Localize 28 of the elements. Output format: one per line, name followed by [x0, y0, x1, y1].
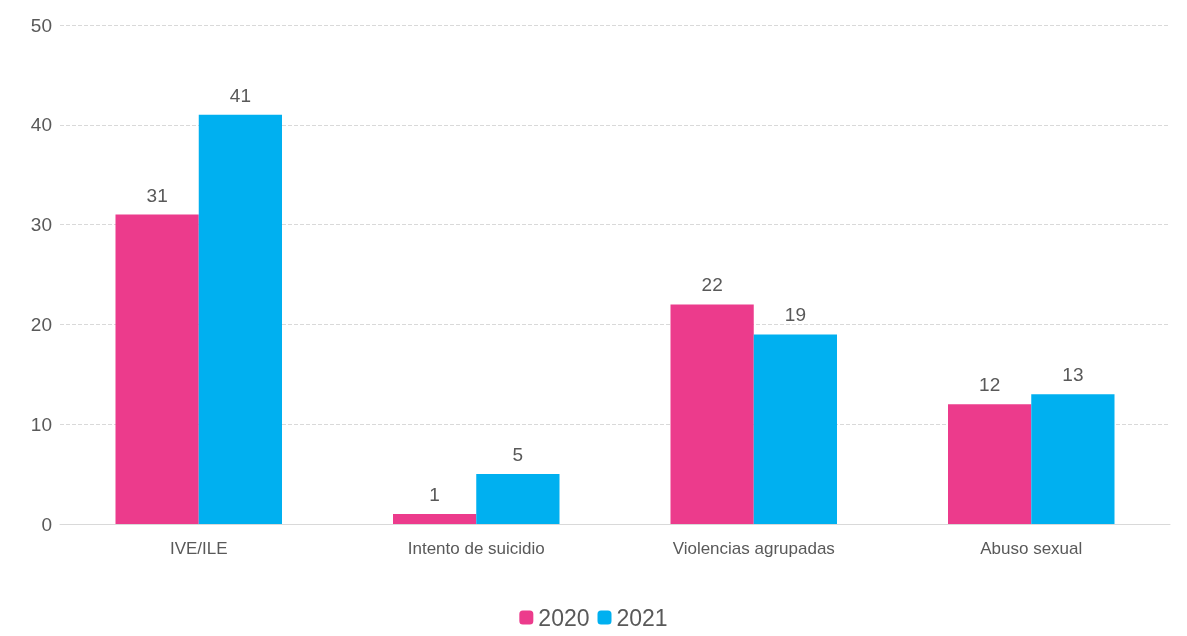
bar [948, 404, 1032, 524]
x-tick-label: Violencias agrupadas [672, 539, 835, 558]
y-tick-label: 20 [30, 313, 52, 335]
data-label: 31 [146, 184, 168, 206]
bar [115, 214, 199, 524]
bar [753, 334, 837, 524]
data-label: 13 [1062, 364, 1084, 386]
bar [1031, 394, 1115, 524]
y-tick-label: 50 [30, 14, 52, 36]
legend-label: 2020 [538, 604, 590, 631]
bar [670, 304, 754, 524]
y-tick-label: 10 [30, 413, 52, 435]
bar [476, 474, 560, 524]
data-label: 19 [784, 304, 806, 326]
legend-label: 2021 [616, 604, 668, 631]
bar [393, 514, 477, 524]
data-label: 12 [979, 374, 1001, 396]
y-tick-label: 30 [30, 214, 52, 236]
data-label: 1 [429, 484, 440, 506]
y-tick-label: 40 [30, 114, 52, 136]
bar [198, 114, 282, 524]
data-label: 22 [701, 274, 723, 296]
data-label: 41 [229, 84, 251, 106]
data-label: 5 [512, 444, 524, 466]
y-tick-label: 0 [41, 513, 52, 535]
x-tick-label: Intento de suicidio [407, 539, 545, 558]
x-tick-label: Abuso sexual [980, 539, 1083, 558]
x-tick-label: IVE/ILE [169, 539, 228, 558]
